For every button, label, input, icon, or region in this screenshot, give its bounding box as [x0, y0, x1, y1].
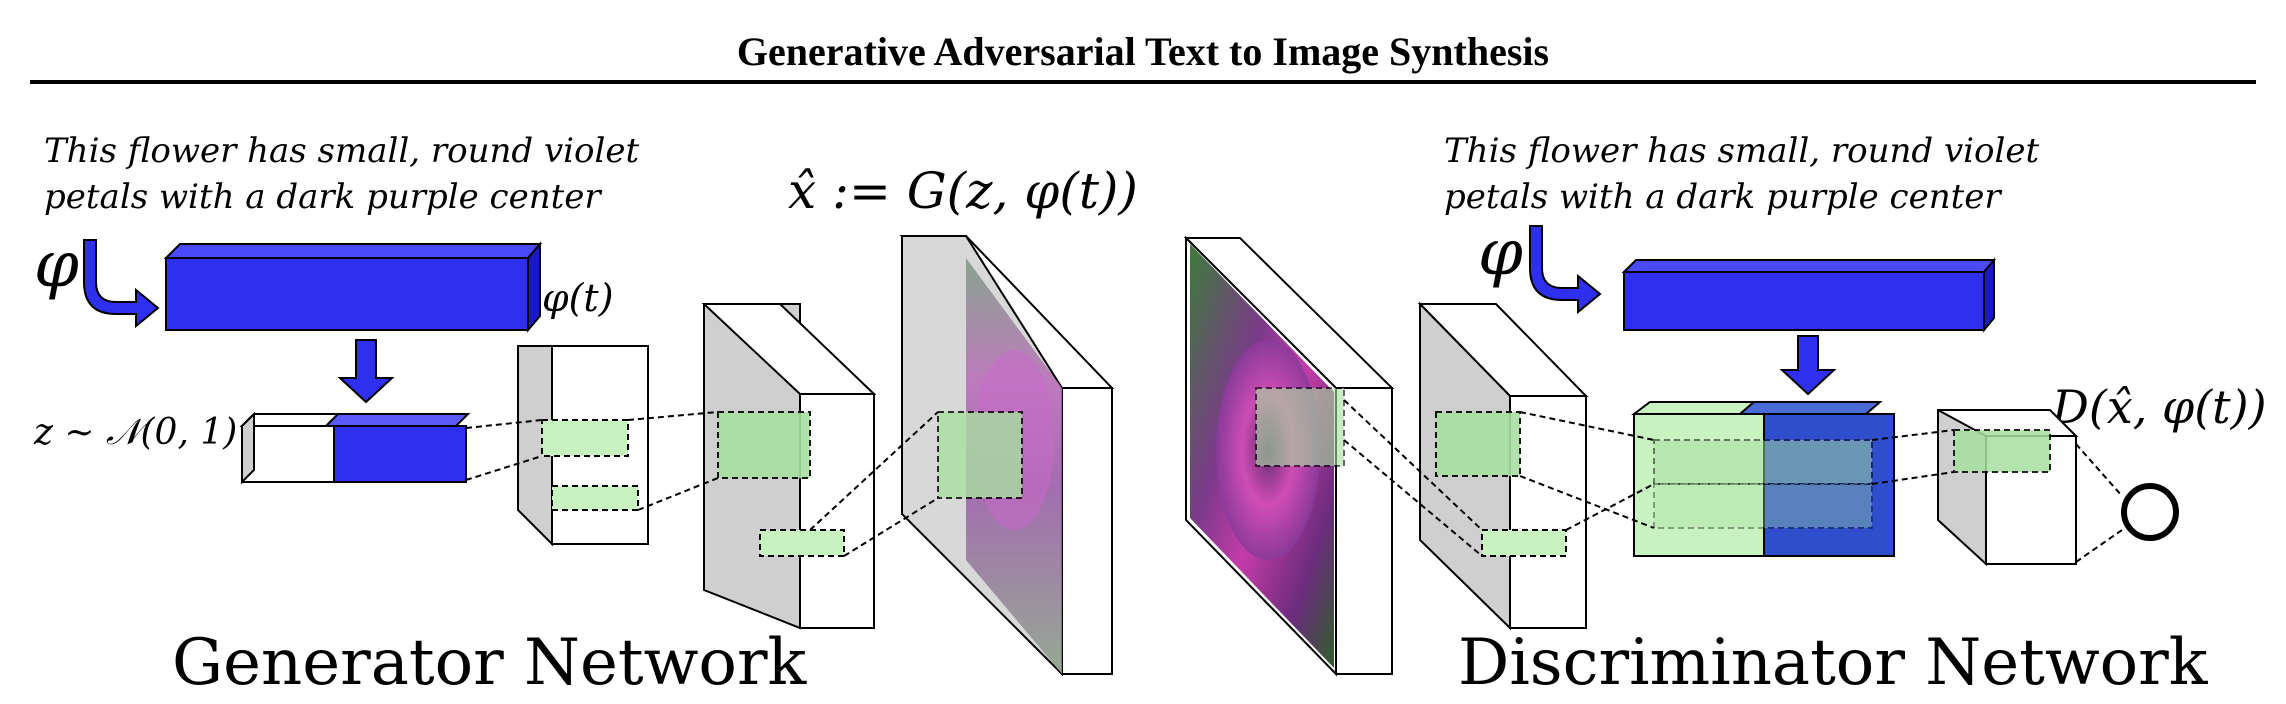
discriminator-conv-block-1: [1417, 301, 1589, 631]
embedding-label: φ(t): [542, 276, 614, 320]
noise-plus-embedding-vector: [239, 411, 471, 485]
generator-network-label: Generator Network: [172, 626, 807, 700]
discriminator-output-node: [2121, 483, 2179, 541]
embedding-vector-segment: [333, 425, 467, 483]
discriminator-caption-line1: This flower has small, round violet: [1444, 131, 2040, 171]
generator-caption: This flower has small, round violet peta…: [44, 128, 639, 220]
discriminator-network-label: Discriminator Network: [1458, 626, 2208, 700]
generator-down-arrow: [337, 339, 395, 404]
discriminator-phi-symbol: φ: [1478, 216, 1523, 290]
discriminator-caption-line2: petals with a dark purple center: [1444, 177, 2001, 217]
noise-label: z ∼ 𝒩(0, 1): [34, 412, 238, 453]
discriminator-caption: This flower has small, round violet peta…: [1444, 128, 2039, 220]
generator-connectors-3: [809, 411, 939, 557]
paper-title: Generative Adversarial Text to Image Syn…: [736, 29, 1550, 74]
generated-image-panel: [899, 235, 1115, 677]
generator-caption-line2: petals with a dark purple center: [44, 177, 601, 217]
generator-phi-arrow: [83, 239, 160, 329]
discriminator-phi-arrow: [1529, 225, 1602, 315]
discriminator-text-embedding-block: [1621, 257, 1997, 333]
generator-text-embedding-block: [163, 241, 543, 333]
discriminator-connectors-2: [1519, 411, 1655, 531]
discriminator-concat-block: [1631, 401, 1895, 557]
generator-caption-line1: This flower has small, round violet: [44, 131, 640, 171]
title-rule: [30, 80, 2256, 84]
noise-vector-segment: [241, 425, 335, 483]
generator-phi-symbol: φ: [34, 228, 79, 302]
discriminator-input-image-panel: [1183, 235, 1395, 677]
discriminator-down-arrow: [1779, 335, 1837, 396]
generator-connectors-1: [465, 419, 543, 481]
generator-deconv-block-2: [701, 303, 877, 630]
generator-connectors-2: [627, 411, 719, 511]
generated-image-label: x̂ := G(z, φ(t)): [788, 162, 1138, 220]
discriminator-connectors-3: [1871, 429, 2123, 563]
generator-deconv-block-1: [517, 345, 649, 547]
discriminator-output-label: D(x̂, φ(t)): [2052, 380, 2267, 434]
discriminator-final-block: [1937, 409, 2079, 567]
discriminator-connectors-1: [1343, 399, 1483, 557]
